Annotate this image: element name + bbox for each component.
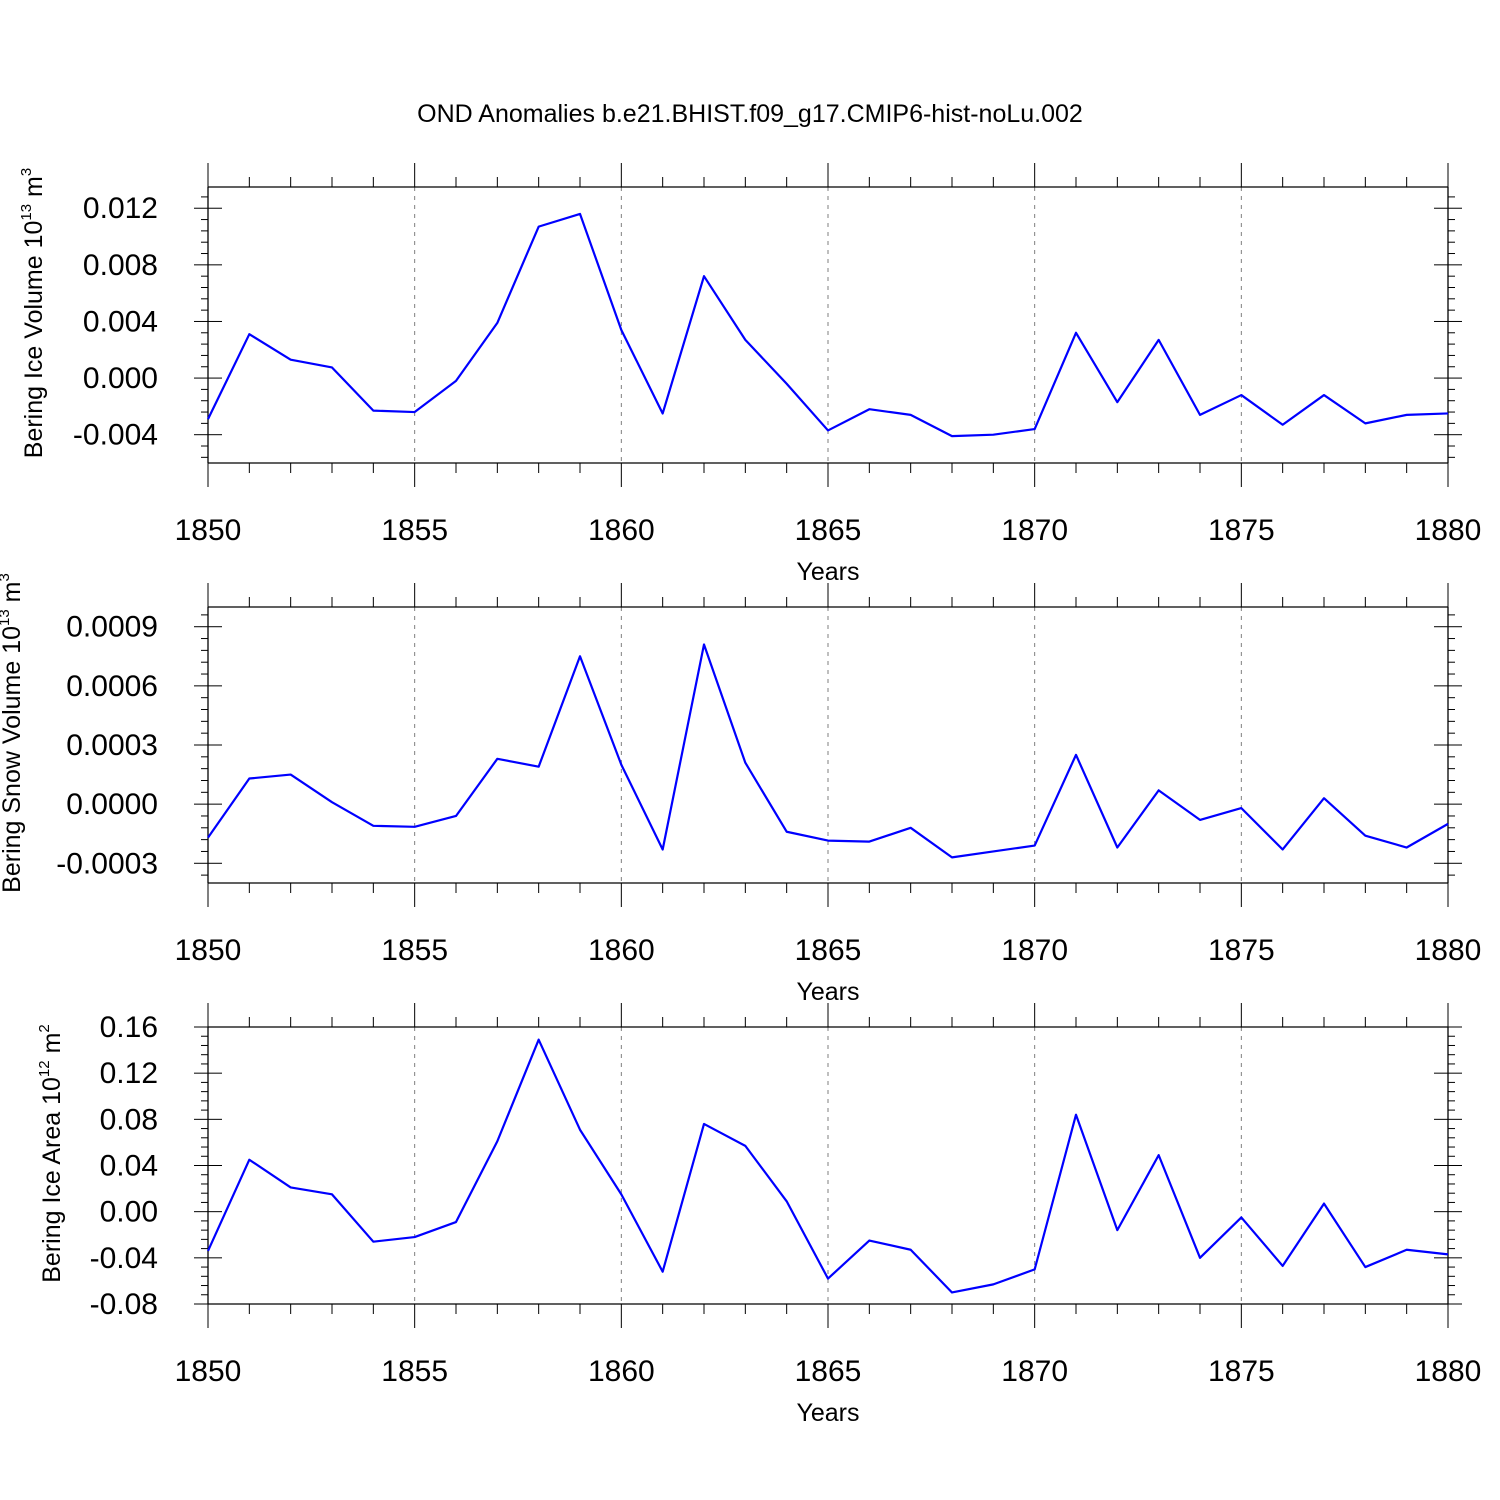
x-tick-label: 1870 xyxy=(1001,934,1068,967)
y-tick-label: 0.16 xyxy=(100,1011,158,1044)
x-axis-label: Years xyxy=(796,558,859,586)
x-tick-label: 1860 xyxy=(588,1355,655,1388)
x-tick-label: 1865 xyxy=(795,1355,862,1388)
x-axis-label: Years xyxy=(796,978,859,1006)
y-tick-label: 0.008 xyxy=(83,249,158,282)
panel-1: -0.004 0.000 0.004 0.008 0.012 1850 1855 1860 18… xyxy=(18,163,1481,586)
x-axis-label: Years xyxy=(796,1399,859,1427)
y-tick-label: -0.04 xyxy=(90,1242,158,1275)
y-tick-label: -0.0003 xyxy=(56,847,158,880)
y-axis-label: Bering Ice Volume 1013 m3 xyxy=(18,168,48,458)
y-tick-label: 0.000 xyxy=(83,362,158,395)
x-tick-label: 1875 xyxy=(1208,1355,1275,1388)
x-tick-label: 1850 xyxy=(175,1355,242,1388)
panels: -0.004 0.000 0.004 0.008 0.012 1850 1855 1860 18… xyxy=(0,163,1481,1427)
y-tick-label: 0.004 xyxy=(83,305,158,338)
x-tick-label: 1865 xyxy=(795,934,862,967)
x-tick-label: 1860 xyxy=(588,514,655,547)
y-tick-label: 0.00 xyxy=(100,1196,158,1229)
y-tick-label: 0.0006 xyxy=(66,670,158,703)
x-tick-label: 1870 xyxy=(1001,514,1068,547)
x-tick-label: 1880 xyxy=(1415,1355,1482,1388)
y-tick-label: -0.004 xyxy=(73,419,158,452)
panel-3: -0.08 -0.04 0.00 0.04 0.08 0.12 0.16 1850 1855 18… xyxy=(36,1003,1481,1427)
x-tick-label: 1875 xyxy=(1208,934,1275,967)
x-tick-label: 1855 xyxy=(381,1355,448,1388)
y-tick-label: 0.0009 xyxy=(66,611,158,644)
panel-2: -0.0003 0.0000 0.0003 0.0006 0.0009 1850 1855 1… xyxy=(0,573,1481,1006)
y-tick-label: 0.012 xyxy=(83,192,158,225)
x-tick-label: 1855 xyxy=(381,514,448,547)
y-tick-label: 0.0000 xyxy=(66,788,158,821)
y-tick-label: 0.0003 xyxy=(66,729,158,762)
y-tick-label: 0.12 xyxy=(100,1057,158,1090)
x-tick-label: 1850 xyxy=(175,514,242,547)
x-tick-label: 1850 xyxy=(175,934,242,967)
x-tick-label: 1855 xyxy=(381,934,448,967)
y-axis-label: Bering Snow Volume 1013 m3 xyxy=(0,573,26,893)
y-tick-label: 0.08 xyxy=(100,1103,158,1136)
y-tick-label: 0.04 xyxy=(100,1150,158,1183)
x-tick-label: 1860 xyxy=(588,934,655,967)
y-tick-label: -0.08 xyxy=(90,1288,158,1321)
x-tick-label: 1870 xyxy=(1001,1355,1068,1388)
x-tick-label: 1875 xyxy=(1208,514,1275,547)
x-tick-label: 1880 xyxy=(1415,514,1482,547)
x-tick-label: 1880 xyxy=(1415,934,1482,967)
x-tick-label: 1865 xyxy=(795,514,862,547)
y-axis-label: Bering Ice Area 1012 m2 xyxy=(36,1024,66,1283)
chart-title: OND Anomalies b.e21.BHIST.f09_g17.CMIP6-… xyxy=(417,100,1083,128)
